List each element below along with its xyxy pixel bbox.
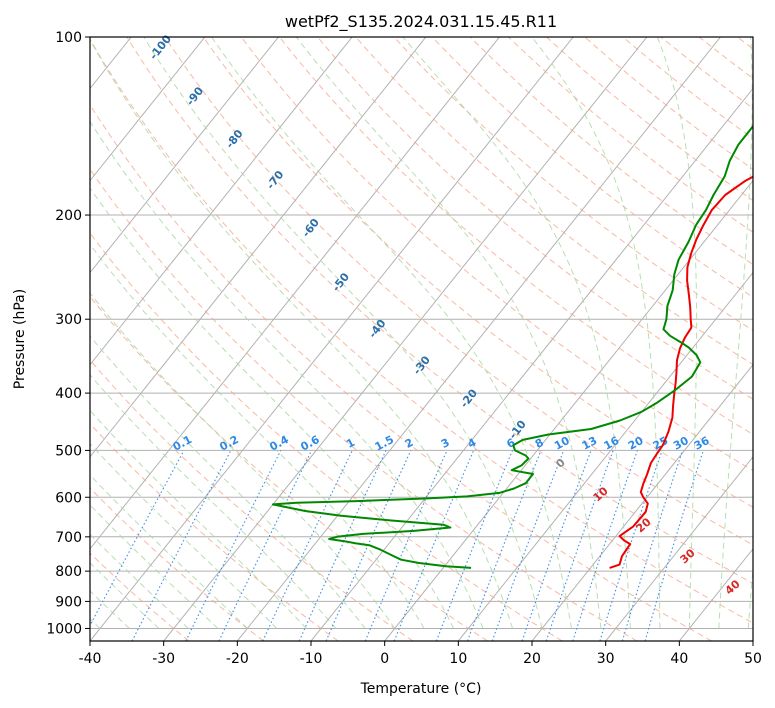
mixing-ratio-line: [521, 450, 592, 641]
moist-adiabat-line: [90, 292, 396, 629]
moist-adiabat-line: [143, 37, 543, 629]
x-tick-label: -20: [226, 651, 249, 667]
mixing-ratio-label: 36: [692, 434, 712, 453]
dry-adiabat-line: [355, 37, 753, 366]
dry-adiabat-line: [90, 232, 563, 641]
y-tick-label: 400: [55, 386, 82, 402]
moist-adiabat-line: [531, 37, 661, 629]
mixing-ratio-line: [491, 450, 565, 641]
y-tick-label: 200: [55, 208, 82, 224]
mixing-ratio-line: [545, 450, 614, 641]
dry-adiabat-line: [90, 552, 190, 641]
mixing-ratio-line: [325, 450, 412, 641]
moist-adiabat-line: [747, 562, 753, 629]
dry-adiabat-line: [90, 359, 414, 641]
dry-adiabat-line: [90, 422, 339, 641]
isotherm-line: [236, 37, 721, 641]
dewpoint-profile-line: [271, 124, 753, 569]
mixing-ratio-line: [644, 450, 704, 641]
dry-adiabat-line: [126, 37, 753, 585]
mixing-ratio-label: 30: [671, 434, 691, 453]
isotherm-line: [90, 37, 279, 274]
mixing-ratio-line: [466, 450, 542, 641]
plot-area: [90, 37, 753, 641]
mixing-ratio-line: [572, 450, 638, 641]
y-tick-label: 900: [55, 594, 82, 610]
isotherm-line: [90, 37, 206, 182]
moist-adiabat-line: [90, 474, 248, 629]
mixing-ratio-line: [364, 450, 448, 641]
isotherm-line: [90, 37, 574, 641]
isotherm-line: [90, 37, 427, 458]
moist-adiabat-line: [90, 533, 189, 629]
isotherm-line: [531, 363, 753, 641]
x-tick-label: 30: [597, 651, 615, 667]
y-tick-label: 700: [55, 530, 82, 546]
mixing-ratio-line: [435, 450, 514, 641]
moist-adiabat-line: [211, 37, 572, 629]
mixing-ratio-label: 13: [580, 434, 600, 453]
mixing-ratio-label: 10: [552, 434, 572, 453]
isotherm-line: [163, 37, 648, 641]
moist-adiabat-line: [90, 562, 160, 629]
moist-adiabat-line: [90, 374, 337, 629]
x-tick-label: 40: [670, 651, 688, 667]
moist-adiabat-line: [718, 37, 753, 629]
y-tick-label: 500: [55, 443, 82, 459]
mixing-ratio-line: [90, 450, 185, 627]
x-tick-label: -30: [152, 651, 175, 667]
moist-adiabat-line: [90, 38, 514, 629]
isotherm-line: [605, 456, 753, 641]
dry-adiabat-line: [202, 37, 753, 508]
moist-adiabat-line: [90, 335, 366, 629]
dry-adiabat-line: [90, 295, 488, 641]
dry-adiabat-line: [393, 37, 753, 332]
plot-frame: [89, 36, 754, 642]
x-tick-label: 0: [380, 651, 389, 667]
moist-adiabat-line: [295, 37, 602, 629]
dry-adiabat-line: [90, 38, 753, 624]
x-tick-label: 50: [744, 651, 762, 667]
isotherm-line: [457, 271, 753, 641]
mixing-ratio-label: 20: [626, 434, 646, 453]
mixing-ratio-line: [185, 450, 282, 641]
y-tick-label: 300: [55, 312, 82, 328]
moist-adiabat-line: [402, 37, 631, 629]
isotherm-line: [90, 37, 500, 550]
x-axis-title: Temperature (°C): [360, 681, 482, 697]
moist-adiabat-line: [656, 37, 698, 629]
profile-lines: [271, 124, 753, 569]
isotherm-line: [90, 37, 353, 366]
x-tick-label: -10: [300, 651, 323, 667]
x-tick-label: -40: [79, 651, 102, 667]
dry-adiabat-line: [317, 37, 753, 400]
mixing-ratio-label: 16: [602, 434, 622, 453]
dry-adiabat-line: [164, 37, 753, 546]
isotherm-line: [384, 179, 753, 641]
moist-adiabat-line: [90, 243, 425, 629]
y-tick-label: 1000: [46, 621, 82, 637]
temperature-profile-line: [609, 175, 753, 569]
x-tick-label: 10: [449, 651, 467, 667]
dry-adiabat-line: [90, 104, 712, 641]
x-tick-label: 20: [523, 651, 541, 667]
y-tick-label: 800: [55, 564, 82, 580]
y-tick-label: 100: [55, 30, 82, 46]
y-axis-title: Pressure (hPa): [12, 289, 28, 389]
mixing-ratio-line: [621, 450, 684, 641]
moist-adiabat-line: [90, 504, 219, 629]
y-tick-label: 600: [55, 490, 82, 506]
moist-adiabat-line: [90, 120, 484, 629]
mixing-ratio-line: [599, 450, 663, 641]
chart-title: wetPf2_S135.2024.031.15.45.R11: [285, 12, 557, 32]
axes: -40 -30 -20 -10 0 10 20 30 40 50 1000 900 800 700 600 5…: [46, 30, 762, 667]
